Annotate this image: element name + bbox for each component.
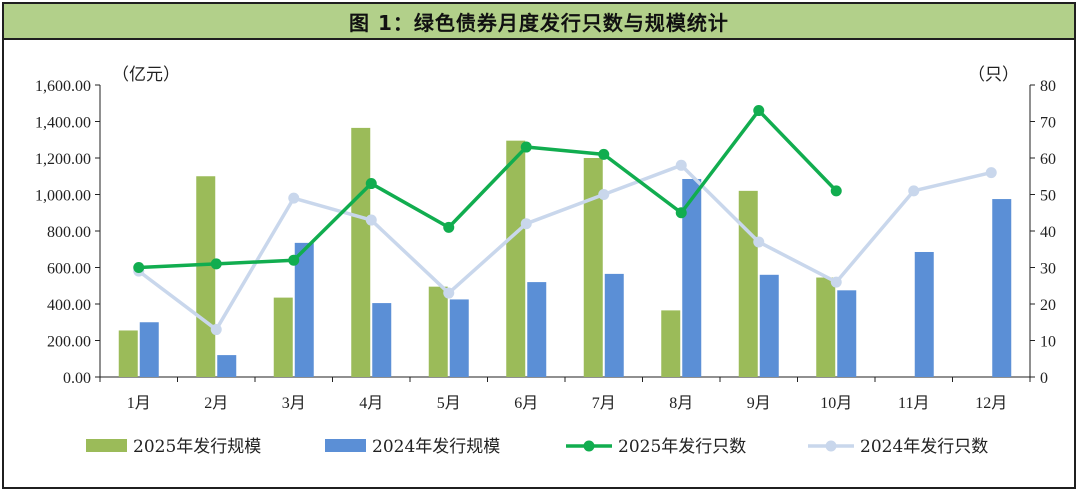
legend-2024-count-swatch-marker (825, 440, 837, 452)
bar-2025 (661, 310, 681, 377)
bar-2025 (816, 277, 836, 377)
left-tick-label: 1,000.00 (35, 188, 91, 205)
bar-2024 (372, 303, 392, 377)
left-tick-label: 600.00 (47, 261, 91, 278)
x-tick-label: 7月 (592, 395, 616, 412)
bar-2024 (217, 355, 237, 377)
point-2024-count (443, 287, 455, 299)
right-tick-label: 50 (1040, 188, 1056, 205)
right-tick-label: 30 (1040, 261, 1056, 278)
bar-2025 (351, 127, 371, 377)
bar-2024 (837, 290, 857, 377)
right-tick-label: 80 (1040, 78, 1056, 95)
left-tick-label: 0.00 (63, 370, 91, 387)
bar-2025 (196, 176, 216, 377)
right-tick-label: 60 (1040, 151, 1056, 168)
point-2024-count (598, 189, 610, 200)
left-tick-label: 200.00 (47, 334, 91, 351)
legend-2025-scale-label: 2025年发行规模 (133, 437, 261, 457)
bar-2024 (992, 199, 1012, 377)
legend-2024-count-label: 2024年发行只数 (860, 437, 988, 457)
right-axis-unit: （只） (968, 65, 1019, 85)
point-2025-count (520, 141, 532, 153)
left-axis-unit: （亿元） (112, 65, 180, 85)
legend-2025-count-label: 2025年发行只数 (618, 437, 746, 457)
line-2024-count (137, 163, 992, 332)
left-tick-label: 1,200.00 (35, 151, 91, 168)
point-2024-count (830, 276, 842, 288)
bar-2024 (139, 322, 159, 377)
legend-2025-count-swatch-marker (583, 440, 595, 452)
x-tick-label: 3月 (282, 395, 306, 412)
title-bar: 图 1：绿色债券月度发行只数与规模统计 (4, 4, 1074, 40)
x-tick-label: 12月 (975, 395, 1007, 412)
point-2025-count (443, 221, 455, 233)
legend-2025-scale-swatch (86, 439, 127, 452)
point-2025-count (210, 258, 222, 270)
x-tick-label: 10月 (820, 395, 852, 412)
bar-2024 (604, 273, 624, 377)
bar-2024 (682, 178, 702, 377)
point-2024-count (365, 214, 377, 226)
bar-2025 (738, 190, 758, 377)
left-tick-label: 400.00 (47, 297, 91, 314)
x-tick-label: 8月 (669, 395, 693, 412)
left-tick-label: 1,400.00 (35, 115, 91, 132)
point-2024-count (288, 192, 300, 204)
left-tick-label: 800.00 (47, 224, 91, 241)
x-tick-label: 1月 (127, 395, 151, 412)
right-tick-label: 70 (1040, 115, 1056, 132)
point-2025-count (133, 262, 145, 273)
bar-2025 (583, 158, 603, 377)
right-tick-label: 40 (1040, 224, 1056, 241)
point-2024-count (210, 324, 222, 336)
bar-2024 (527, 282, 547, 377)
point-2025-count (830, 185, 842, 197)
bar-2025 (118, 330, 138, 377)
x-tick-label: 6月 (514, 395, 538, 412)
x-tick-label: 5月 (437, 395, 461, 412)
bar-2024 (294, 242, 314, 377)
point-2024-count (520, 218, 532, 230)
point-2025-count (598, 148, 610, 160)
left-tick-label: 1,600.00 (35, 78, 91, 95)
line-2025-count (138, 108, 838, 270)
point-2024-count (753, 236, 765, 248)
x-tick-label: 4月 (359, 395, 383, 412)
right-tick-label: 0 (1040, 370, 1048, 387)
bar-2024 (449, 299, 469, 377)
chart-title: 图 1：绿色债券月度发行只数与规模统计 (349, 10, 729, 35)
point-2024-count (985, 167, 997, 179)
point-2025-count (288, 254, 300, 266)
point-2025-count (753, 105, 765, 117)
right-tick-label: 10 (1040, 334, 1056, 351)
bar-2024 (914, 251, 934, 377)
right-tick-label: 20 (1040, 297, 1056, 314)
bar-2025 (273, 297, 293, 377)
legend-2024-scale-swatch (325, 439, 366, 452)
x-tick-label: 2月 (204, 395, 228, 412)
x-tick-label: 11月 (898, 395, 929, 412)
legend-2024-scale-label: 2024年发行规模 (372, 437, 500, 457)
bar-2025 (506, 140, 526, 377)
bar-2024 (759, 274, 779, 377)
point-2025-count (675, 207, 687, 219)
point-2024-count (908, 185, 920, 197)
point-2025-count (365, 178, 377, 190)
x-tick-label: 9月 (747, 395, 771, 412)
point-2024-count (675, 159, 687, 171)
bar-2025 (428, 286, 448, 377)
